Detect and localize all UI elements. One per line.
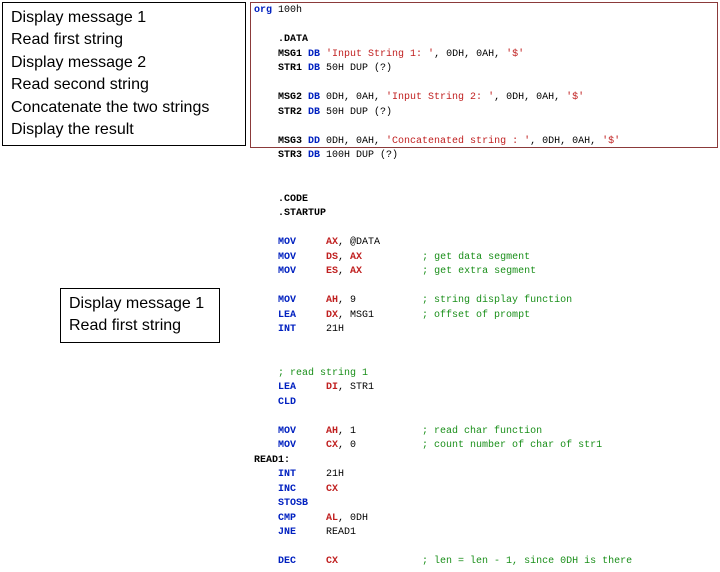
step: Read first string xyxy=(69,315,211,337)
step: Display the result xyxy=(11,119,237,141)
code-listing: org 100h .DATA MSG1 DB 'Input String 1: … xyxy=(250,2,718,572)
step: Display message 1 xyxy=(69,293,211,315)
current-step-box: Display message 1 Read first string xyxy=(60,288,220,343)
step: Read second string xyxy=(11,74,237,96)
algorithm-steps-box: Display message 1 Read first string Disp… xyxy=(2,2,246,146)
assembly-code: org 100h .DATA MSG1 DB 'Input String 1: … xyxy=(250,2,718,572)
step: Read first string xyxy=(11,29,237,51)
step: Concatenate the two strings xyxy=(11,97,237,119)
step: Display message 1 xyxy=(11,7,237,29)
step: Display message 2 xyxy=(11,52,237,74)
